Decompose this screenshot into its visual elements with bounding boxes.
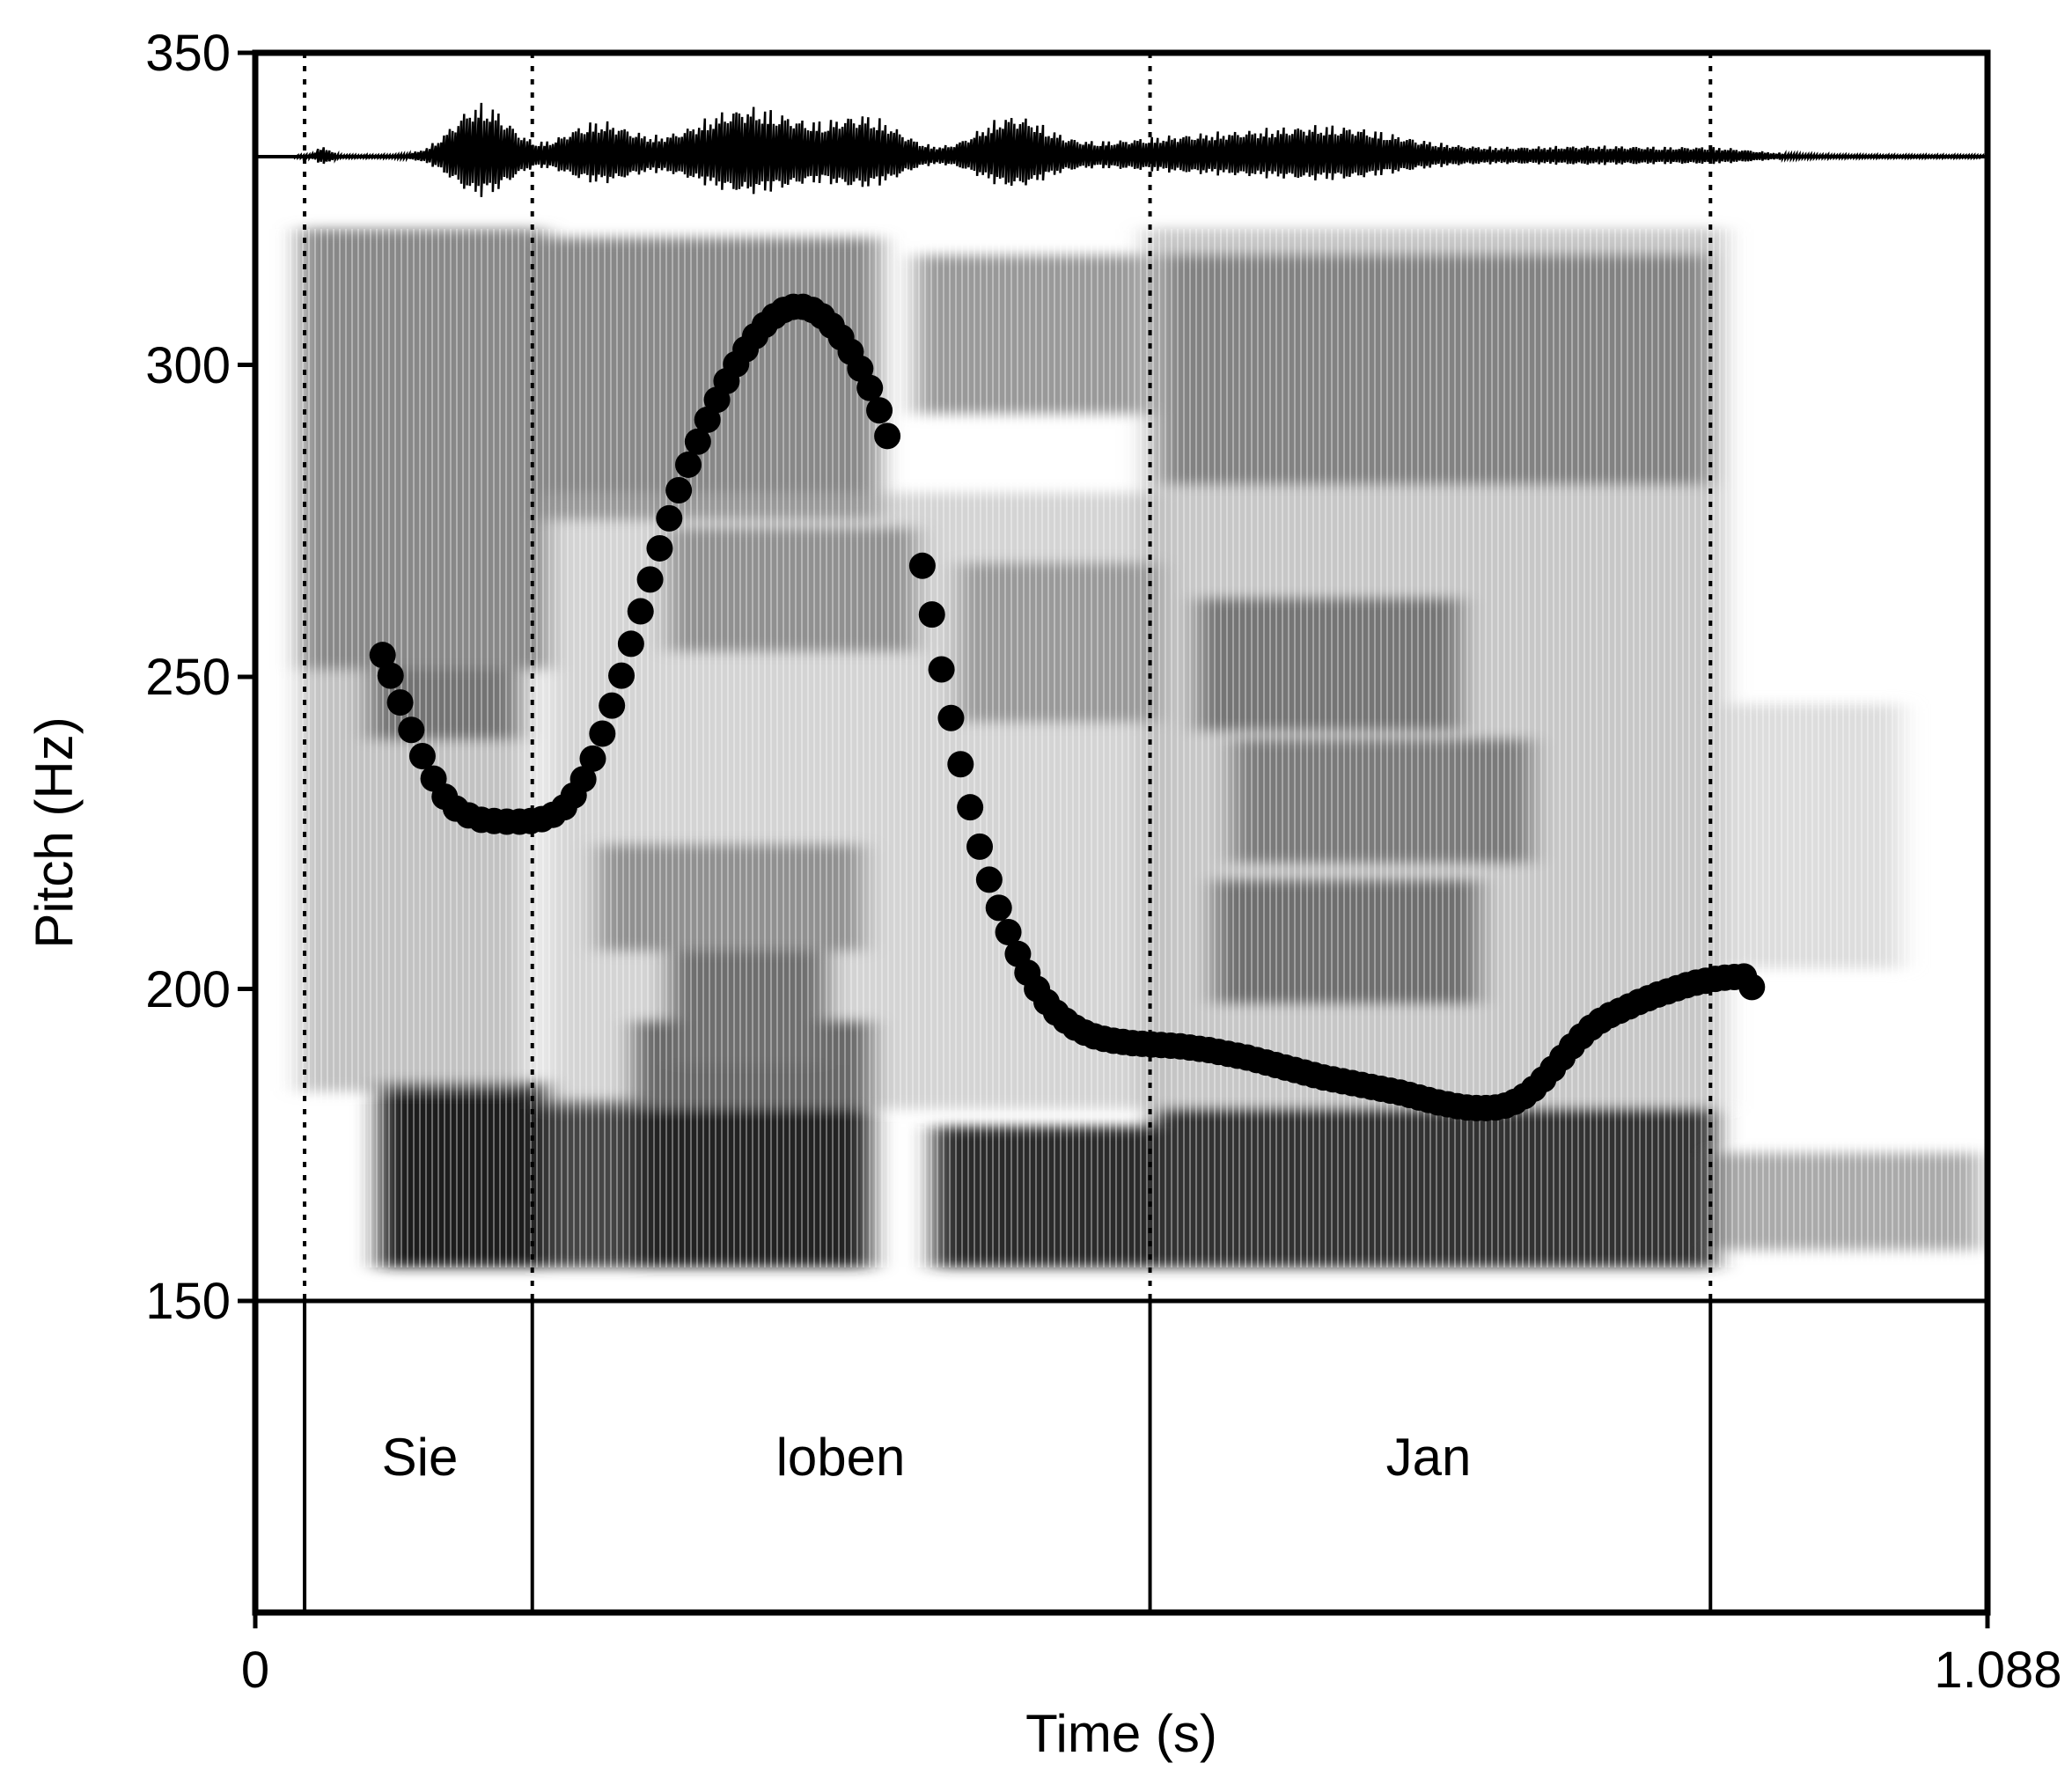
pitch-point (1738, 973, 1766, 1001)
pitch-point (684, 428, 711, 455)
pitch-point (617, 630, 644, 658)
x-tick-label: 1.088 (1934, 1642, 2061, 1699)
y-tick-label: 200 (145, 961, 231, 1018)
pitch-point (947, 751, 974, 778)
pitch-point (646, 534, 673, 562)
pitch-point (627, 598, 654, 625)
pitch-point (599, 692, 626, 719)
pitch-point (866, 397, 893, 424)
pitch-point (908, 552, 936, 579)
pitch-point (957, 794, 984, 821)
pitch-point (928, 656, 955, 683)
pitch-point (975, 866, 1003, 893)
pitch-point (369, 642, 396, 669)
y-tick-label: 300 (145, 337, 231, 394)
pitch-point (377, 662, 404, 689)
y-tick-label: 250 (145, 649, 231, 706)
pitch-point (675, 451, 702, 478)
pitch-point (656, 504, 683, 532)
x-axis-title: Time (s) (1025, 1704, 1217, 1763)
pitch-point (386, 689, 414, 716)
pitch-point (694, 406, 721, 433)
y-tick-label: 150 (145, 1273, 231, 1330)
spectrogram-image (264, 229, 1980, 1267)
word-tier: Sie loben Jan (382, 1428, 1472, 1487)
word-label: Sie (382, 1428, 459, 1487)
y-axis-title: Pitch (Hz) (25, 716, 84, 948)
pitch-point (589, 720, 616, 747)
pitch-point (408, 743, 436, 770)
pitch-point (398, 716, 425, 744)
pitch-point (966, 833, 994, 860)
pitch-point (856, 374, 884, 401)
word-label: Jan (1386, 1428, 1472, 1487)
pitch-point (874, 422, 901, 450)
pitch-point (995, 918, 1022, 945)
pitch-point (665, 477, 693, 504)
x-tick-label: 0 (241, 1642, 269, 1699)
y-axis: 350 300 250 200 150 (145, 25, 258, 1330)
pitch-point (985, 894, 1012, 922)
pitch-point (918, 601, 945, 628)
pitch-point (636, 566, 664, 593)
pitch-contour (369, 293, 1766, 1121)
word-boundaries (303, 53, 1713, 1613)
x-axis: 0 1.088 (241, 1613, 2062, 1699)
word-label: loben (776, 1428, 906, 1487)
pitch-point (579, 745, 606, 772)
pitch-point (569, 766, 597, 793)
y-tick-label: 350 (145, 25, 231, 82)
waveform-display (255, 102, 1988, 197)
pitch-point (608, 662, 636, 689)
waveform-trace (293, 102, 1985, 197)
pitch-point (937, 704, 965, 731)
